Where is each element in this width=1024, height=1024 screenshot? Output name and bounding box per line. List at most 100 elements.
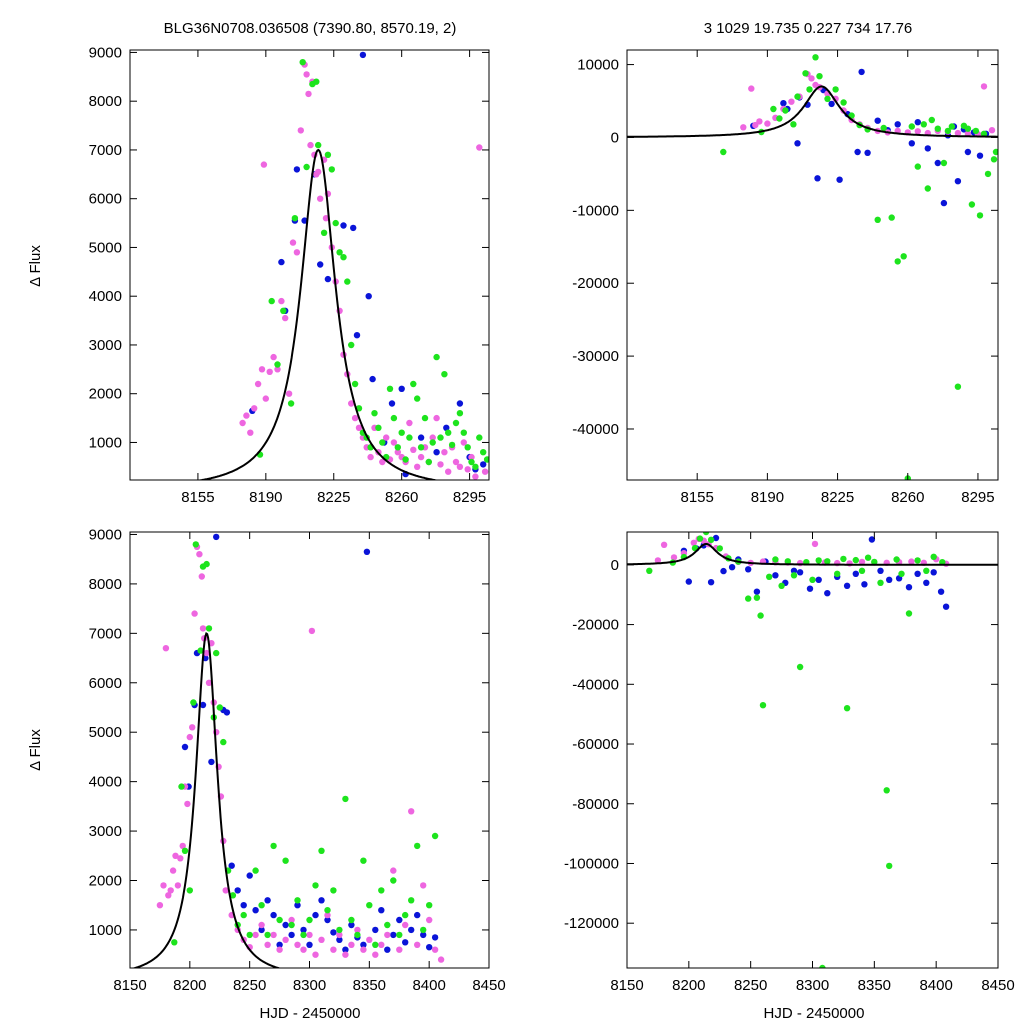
data-point <box>988 127 996 134</box>
data-point <box>303 163 310 171</box>
y-tick-label: 0 <box>611 557 619 574</box>
data-point <box>229 892 237 899</box>
data-point <box>353 332 361 339</box>
data-point <box>384 946 391 953</box>
data-point <box>852 570 859 577</box>
data-point <box>369 375 376 383</box>
y-tick-label: 1000 <box>89 922 122 939</box>
data-point <box>923 579 930 586</box>
data-point <box>386 385 394 392</box>
data-point <box>886 862 893 870</box>
data-point <box>976 212 984 219</box>
data-point <box>914 119 921 126</box>
data-point <box>378 941 385 948</box>
data-point <box>940 199 948 207</box>
data-point <box>707 579 715 586</box>
data-point <box>340 222 347 229</box>
model-curve <box>131 631 282 968</box>
data-point <box>342 946 349 953</box>
data-point <box>790 572 798 579</box>
data-point <box>707 536 715 543</box>
data-point <box>772 572 779 579</box>
data-point <box>796 569 804 576</box>
data-point <box>824 95 831 103</box>
data-point <box>980 130 988 137</box>
y-tick-label: 3000 <box>89 823 122 840</box>
data-point <box>472 473 479 480</box>
data-point <box>425 458 432 466</box>
data-point <box>858 567 866 574</box>
data-point <box>431 934 439 941</box>
plot-frame <box>626 531 999 969</box>
data-point <box>964 125 972 132</box>
data-point <box>372 926 379 934</box>
data-point <box>924 185 931 192</box>
x-tick-label: 8450 <box>472 977 505 994</box>
data-point <box>359 51 367 59</box>
data-point <box>814 175 821 182</box>
data-point <box>410 380 417 388</box>
data-point <box>753 594 761 601</box>
data-point <box>223 709 231 716</box>
data-point <box>396 931 403 939</box>
data-points-group <box>720 54 998 480</box>
data-point <box>898 570 905 577</box>
data-point <box>923 567 930 574</box>
data-point <box>174 882 182 889</box>
y-tick-label: 0 <box>611 129 619 146</box>
x-tick-label: 8150 <box>610 977 643 994</box>
data-point <box>365 293 372 300</box>
data-point <box>809 576 816 583</box>
data-point <box>414 395 421 402</box>
data-point <box>252 867 259 874</box>
data-point <box>417 434 425 441</box>
plot-panel-top-left: 8155 8190 8225 8260 8295 1000 2000 3000 4000 5000… <box>89 44 490 506</box>
y-tick-label: 6000 <box>89 675 122 692</box>
data-point <box>712 534 720 542</box>
x-tick-label: 8295 <box>453 489 486 506</box>
data-point <box>460 429 467 436</box>
data-point <box>480 461 487 468</box>
data-point <box>702 532 710 536</box>
y-axis-label-top: Δ Flux <box>27 245 44 287</box>
data-point <box>893 556 900 563</box>
data-point <box>167 887 174 894</box>
data-point <box>276 946 283 953</box>
data-point <box>410 446 417 453</box>
data-point <box>871 558 878 566</box>
data-point <box>858 68 865 76</box>
data-point <box>336 931 343 939</box>
data-point <box>336 936 343 943</box>
data-point <box>199 625 207 632</box>
data-point <box>420 931 427 939</box>
data-point <box>990 156 998 163</box>
data-point <box>877 567 884 574</box>
data-point <box>716 545 723 552</box>
data-point <box>745 566 752 573</box>
data-point <box>324 911 331 919</box>
data-point <box>160 882 167 889</box>
y-tick-label: 10000 <box>577 57 619 74</box>
data-point <box>468 458 475 466</box>
data-point <box>258 921 265 929</box>
data-point <box>480 449 487 456</box>
data-point <box>984 170 992 178</box>
data-point <box>260 161 268 168</box>
data-point <box>262 395 269 402</box>
y-tick-label: -60000 <box>572 736 619 753</box>
data-point <box>445 468 452 475</box>
data-point <box>299 59 306 66</box>
data-point <box>452 458 460 466</box>
data-point <box>864 554 872 561</box>
x-tick-label: 8350 <box>858 977 891 994</box>
data-point <box>355 424 363 431</box>
data-point <box>886 576 893 583</box>
y-tick-label: -20000 <box>572 275 619 292</box>
data-point <box>964 148 972 156</box>
data-point <box>802 70 809 77</box>
y-tick-label: 4000 <box>89 288 122 305</box>
data-point <box>940 159 948 167</box>
data-point <box>914 128 921 135</box>
y-tick-label: 5000 <box>89 724 122 741</box>
